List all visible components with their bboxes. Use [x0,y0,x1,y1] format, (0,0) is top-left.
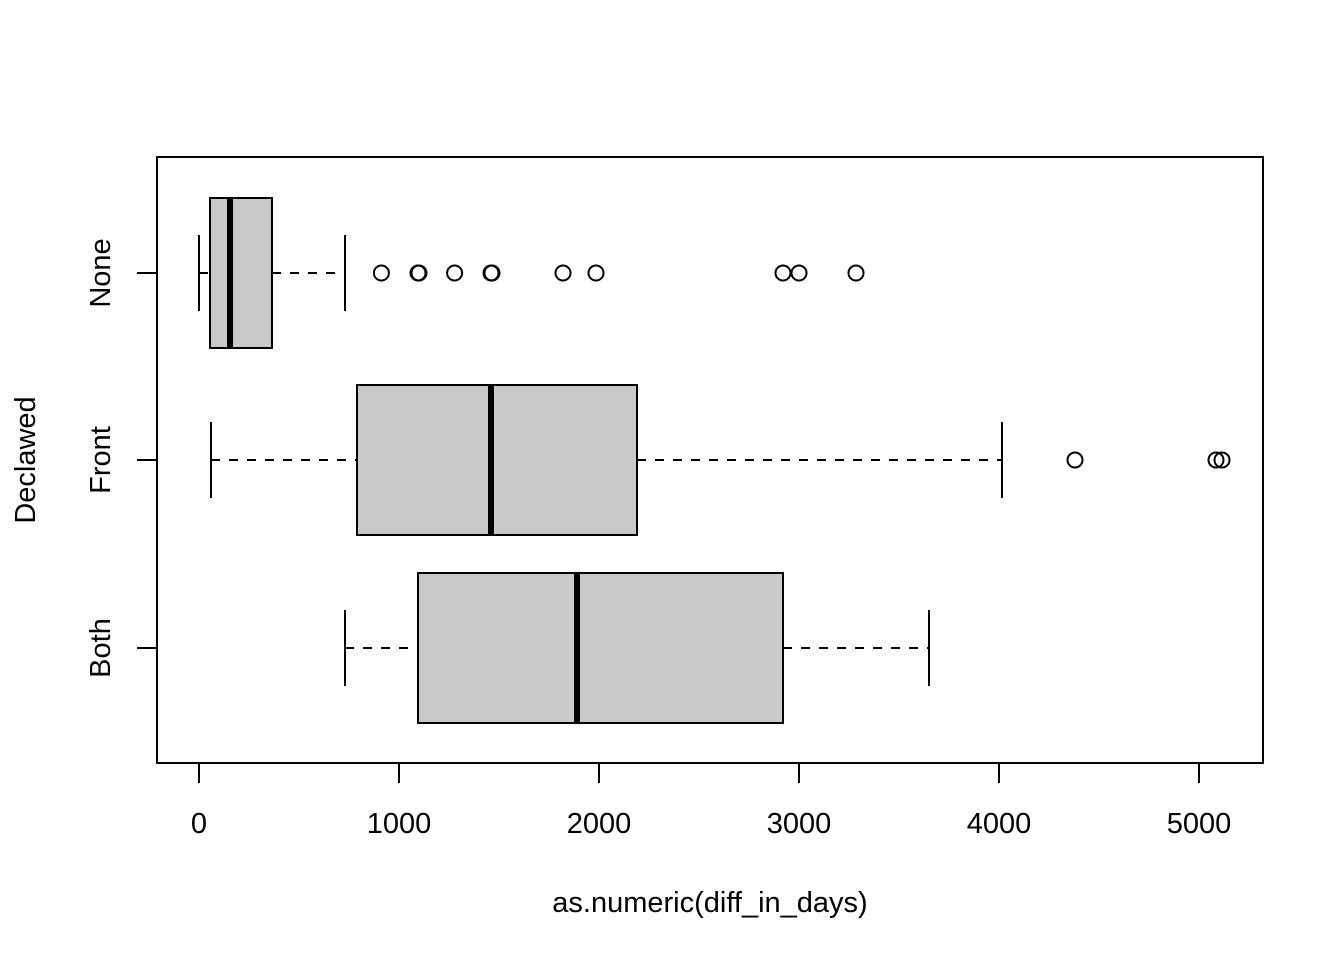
outlier-point [446,264,464,282]
outlier-point [587,264,605,282]
y-axis: None Front Both [85,238,158,678]
box-group-none [198,197,865,349]
x-tick-label: 0 [191,808,207,840]
y-tick-label-none: None [85,238,117,307]
outlier-point [790,264,808,282]
box-iqr [356,384,638,536]
outlier-point [774,264,792,282]
outlier-point [847,264,865,282]
box-iqr [417,572,784,724]
x-tick-label: 4000 [967,808,1032,840]
x-tick-label: 5000 [1167,808,1232,840]
y-tick-label-both: Both [85,618,117,678]
box-group-both [344,572,930,724]
outlier-point [554,264,572,282]
x-axis: 0 1000 2000 3000 4000 5000 [191,762,1232,840]
y-tick-label-front: Front [85,426,117,494]
x-axis-label: as.numeric(diff_in_days) [552,887,867,919]
outlier-point [1066,451,1084,469]
x-tick-label: 1000 [367,808,432,840]
box-groups [198,197,1231,724]
outlier-point [483,264,501,282]
x-tick-label: 3000 [767,808,832,840]
outlier-point [1207,451,1225,469]
y-axis-label: Declawed [10,396,42,523]
outlier-point [372,264,390,282]
outlier-point [410,264,428,282]
outlier-point [1213,451,1231,469]
box-iqr [209,197,273,349]
box-group-front [210,384,1231,536]
x-tick-label: 2000 [567,808,632,840]
